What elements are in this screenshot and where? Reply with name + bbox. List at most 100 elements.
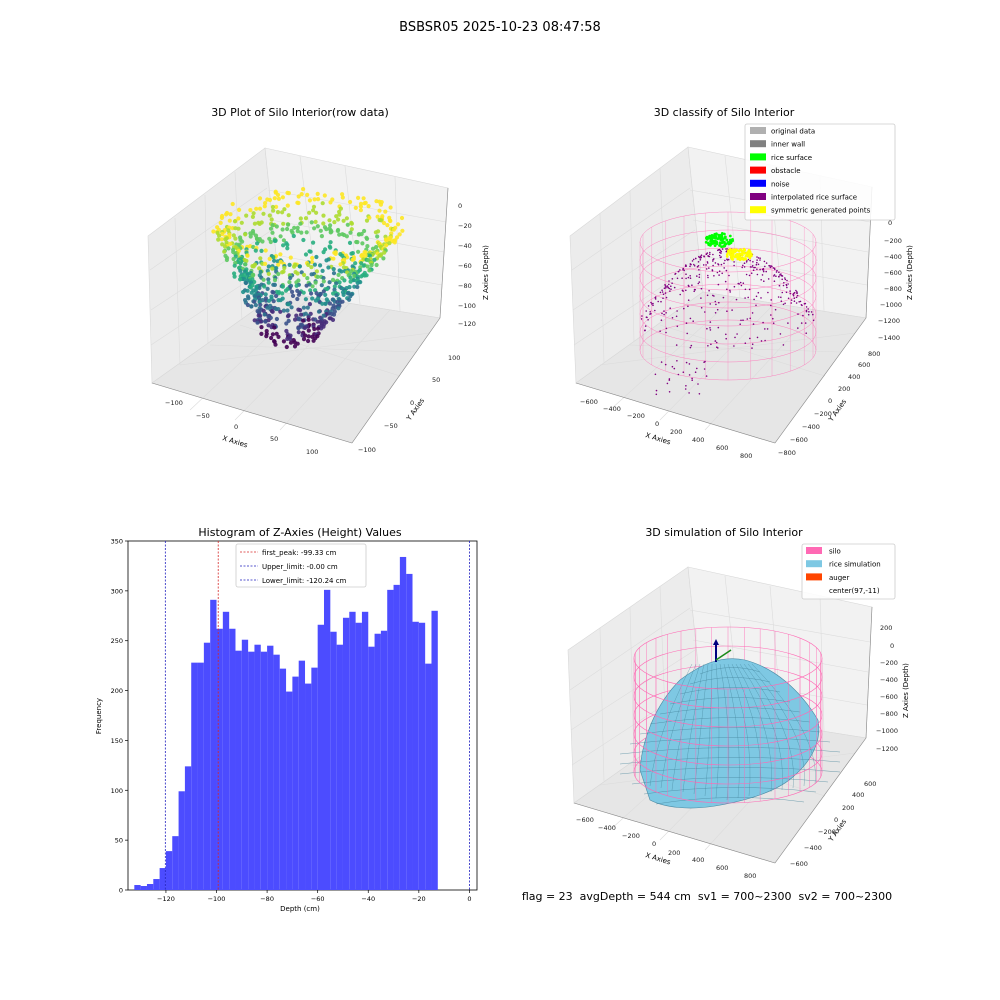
interpolated-point (717, 249, 720, 251)
raw-point (265, 305, 270, 310)
raw-point (324, 227, 329, 232)
raw-point (355, 284, 360, 290)
interpolated-point (798, 301, 800, 303)
raw-point (271, 299, 276, 304)
interpolated-point (663, 313, 665, 316)
raw-point (396, 222, 401, 227)
raw-point (320, 201, 325, 206)
raw-point (226, 246, 231, 251)
raw-point (232, 271, 237, 276)
rice-surface-point (710, 242, 713, 246)
raw-point (298, 221, 303, 226)
classify-3d-plot: 3D classify of Silo Interior −600 −400 −… (569, 106, 914, 460)
raw-point (302, 325, 307, 330)
p1-ytick: 0 (410, 399, 414, 407)
interpolated-point (797, 327, 799, 329)
p2-ytick: −200 (814, 410, 832, 418)
interpolated-point (733, 345, 735, 347)
interpolated-point (688, 374, 691, 376)
raw-point (342, 278, 347, 283)
p1-ztick: −120 (458, 320, 476, 328)
histogram-bar (380, 630, 388, 890)
interpolated-point (717, 347, 719, 349)
raw-point (378, 202, 383, 207)
raw-point (218, 220, 223, 225)
raw-point (330, 306, 335, 311)
legend-swatch (750, 127, 766, 134)
raw-point (270, 204, 275, 210)
p4-ztick: −600 (880, 693, 898, 701)
p2-ytick: −400 (802, 423, 820, 431)
raw-point (284, 328, 289, 334)
raw-point (224, 212, 229, 217)
interpolated-point (796, 294, 799, 297)
p2-ytick: 600 (858, 361, 870, 369)
legend-label: center(97,-11) (829, 587, 880, 595)
raw-point (263, 292, 268, 297)
interpolated-point (654, 298, 657, 300)
interpolated-point (723, 262, 725, 265)
interpolated-point (709, 251, 711, 254)
raw-point (217, 233, 222, 238)
interpolated-point (698, 281, 701, 283)
interpolated-point (693, 290, 695, 293)
raw-point (241, 277, 247, 282)
raw-point (327, 218, 332, 223)
interpolated-point (747, 296, 749, 299)
raw-point (348, 199, 353, 205)
p4-ztick: −1200 (876, 745, 898, 753)
interpolated-point (718, 254, 721, 257)
mesh-line (643, 787, 817, 795)
interpolated-point (756, 336, 759, 339)
p2-ztick: −600 (884, 269, 902, 277)
rice-surface-point (717, 235, 721, 239)
interpolated-point (661, 289, 663, 292)
raw-point (228, 212, 233, 217)
raw-3d-plot: 3D Plot of Silo Interior(row data) −100 … (147, 106, 490, 456)
interpolated-point (749, 317, 751, 320)
interpolated-point (694, 288, 696, 291)
histogram-bar (134, 885, 141, 890)
raw-point (355, 240, 360, 245)
p4-ytick: 0 (834, 816, 838, 824)
p2-ztick: −800 (884, 285, 902, 293)
raw-point (266, 264, 271, 269)
interpolated-point (748, 274, 751, 277)
raw-point (255, 241, 260, 246)
interpolated-point (808, 311, 810, 313)
interpolated-point (795, 289, 797, 292)
raw-point (315, 326, 321, 331)
simulation-legend: silo rice simulation auger center(97,-11) (801, 543, 896, 600)
raw-point (311, 240, 316, 245)
raw-point (377, 208, 382, 213)
symmetric-point (737, 254, 741, 257)
interpolated-point (720, 263, 723, 266)
raw-point (367, 268, 372, 273)
histogram-bar (286, 691, 293, 890)
raw-point (312, 197, 317, 202)
legend-swatch (806, 560, 822, 568)
silo-wireframe-front (633, 657, 823, 804)
interpolated-point (711, 269, 714, 272)
interpolated-point (719, 251, 721, 254)
interpolated-point (779, 333, 782, 335)
raw-point (373, 230, 378, 235)
raw-point (278, 309, 283, 314)
p2-xtick: 800 (740, 452, 752, 460)
raw-point (303, 297, 308, 302)
raw-point (293, 317, 298, 322)
p4-xtick: 0 (652, 840, 656, 848)
raw-point (292, 264, 297, 269)
legend-label: auger (829, 574, 849, 582)
interpolated-point (773, 275, 775, 277)
interpolated-point (776, 269, 778, 272)
interpolated-point (705, 268, 708, 270)
interpolated-point (660, 300, 662, 303)
histogram-bar (323, 589, 331, 890)
interpolated-point (704, 311, 706, 313)
interpolated-point (661, 312, 663, 315)
legend-label: symmetric generated points (771, 207, 871, 215)
rice-surface-point (728, 238, 732, 242)
y-tick-label: 150 (111, 737, 123, 745)
raw-point (319, 326, 324, 331)
